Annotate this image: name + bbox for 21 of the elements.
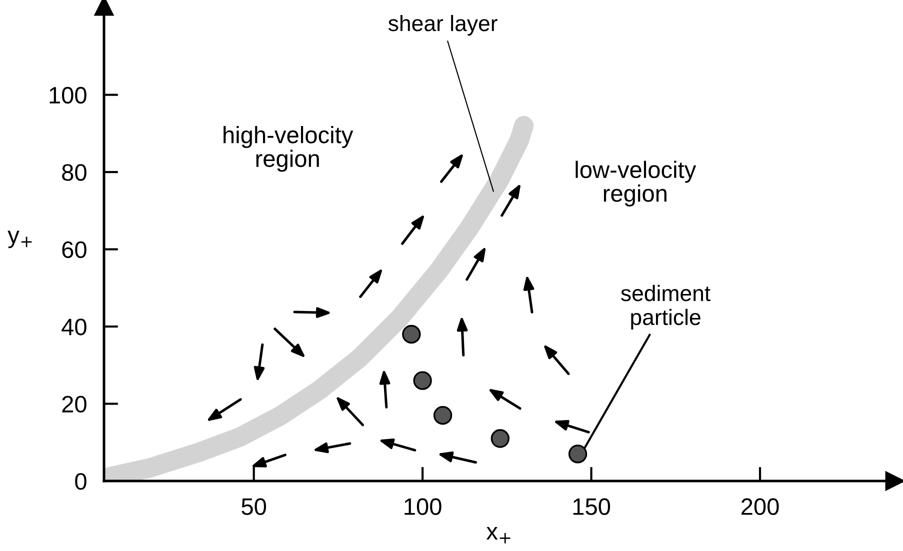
annotation: high-velocity region xyxy=(224,126,354,172)
y-tick-label: 0 xyxy=(75,473,86,490)
point xyxy=(490,429,510,448)
point xyxy=(413,371,432,390)
x-tick-label: 100 xyxy=(404,498,442,516)
point xyxy=(568,444,588,464)
point xyxy=(402,324,421,344)
annotation: shear layer xyxy=(388,14,498,36)
point xyxy=(433,406,452,425)
x-axis-title: x$_{+}$ xyxy=(486,527,510,544)
y-axis-title: y$_{+}$ xyxy=(8,230,32,248)
x-tick-label: 150 xyxy=(573,498,610,516)
annotation: sediment particle xyxy=(621,284,710,330)
annotation: low-velocity region xyxy=(576,160,696,207)
y-tick-label: 100 xyxy=(50,86,86,104)
y-tick-label: 20 xyxy=(62,396,86,413)
y-tick-label: 60 xyxy=(62,241,86,258)
y-tick-label: 80 xyxy=(62,164,86,181)
x-tick-label: 200 xyxy=(742,498,779,516)
x-tick-label: 50 xyxy=(242,498,266,516)
y-tick-label: 40 xyxy=(62,318,86,336)
